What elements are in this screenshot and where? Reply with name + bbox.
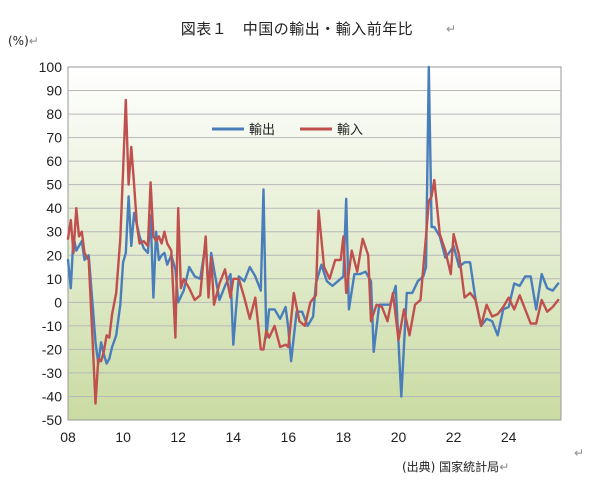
y-tick-label: -40 [42, 388, 62, 404]
y-tick-label: -20 [42, 341, 62, 357]
y-tick-label: 70 [46, 130, 62, 146]
x-tick-label: 10 [115, 429, 131, 445]
x-tick-label: 18 [336, 429, 352, 445]
legend: 輸出 輸入 [212, 123, 363, 138]
paragraph-mark: ↵ [446, 22, 457, 36]
y-tick-label: 50 [46, 177, 62, 193]
x-axis: 08 10 12 14 16 18 20 22 24 [60, 429, 516, 445]
x-tick-label: 20 [391, 429, 407, 445]
y-tick-label: 10 [46, 271, 62, 287]
source-note: (出典) 国家統計局↵ [402, 460, 510, 474]
plot-area [67, 66, 562, 421]
x-tick-label: 12 [170, 429, 186, 445]
y-tick-label: 0 [54, 294, 62, 310]
y-tick-label: -10 [42, 318, 62, 334]
y-tick-label: 60 [46, 153, 62, 169]
x-tick-label: 08 [60, 429, 76, 445]
x-tick-label: 16 [281, 429, 297, 445]
y-tick-label: -30 [42, 365, 62, 381]
x-tick-label: 22 [446, 429, 462, 445]
y-tick-label: 90 [46, 83, 62, 99]
y-tick-label: 40 [46, 200, 62, 216]
y-unit-label: (%)↵ [8, 34, 39, 48]
chart-title: 図表１ 中国の輸出・輸入前年比 [180, 20, 414, 38]
legend-label: 輸出 [249, 123, 275, 138]
series-line-import [66, 98, 560, 405]
y-tick-label: 20 [46, 247, 62, 263]
y-tick-label: -50 [42, 412, 62, 428]
legend-label: 輸入 [337, 123, 363, 138]
x-tick-label: 24 [501, 429, 517, 445]
y-tick-label: 30 [46, 224, 62, 240]
y-tick-label: 100 [39, 59, 63, 75]
x-tick-label: 14 [225, 429, 241, 445]
y-tick-label: 80 [46, 106, 62, 122]
paragraph-mark: ↵ [574, 446, 585, 460]
series-lines [66, 65, 560, 405]
